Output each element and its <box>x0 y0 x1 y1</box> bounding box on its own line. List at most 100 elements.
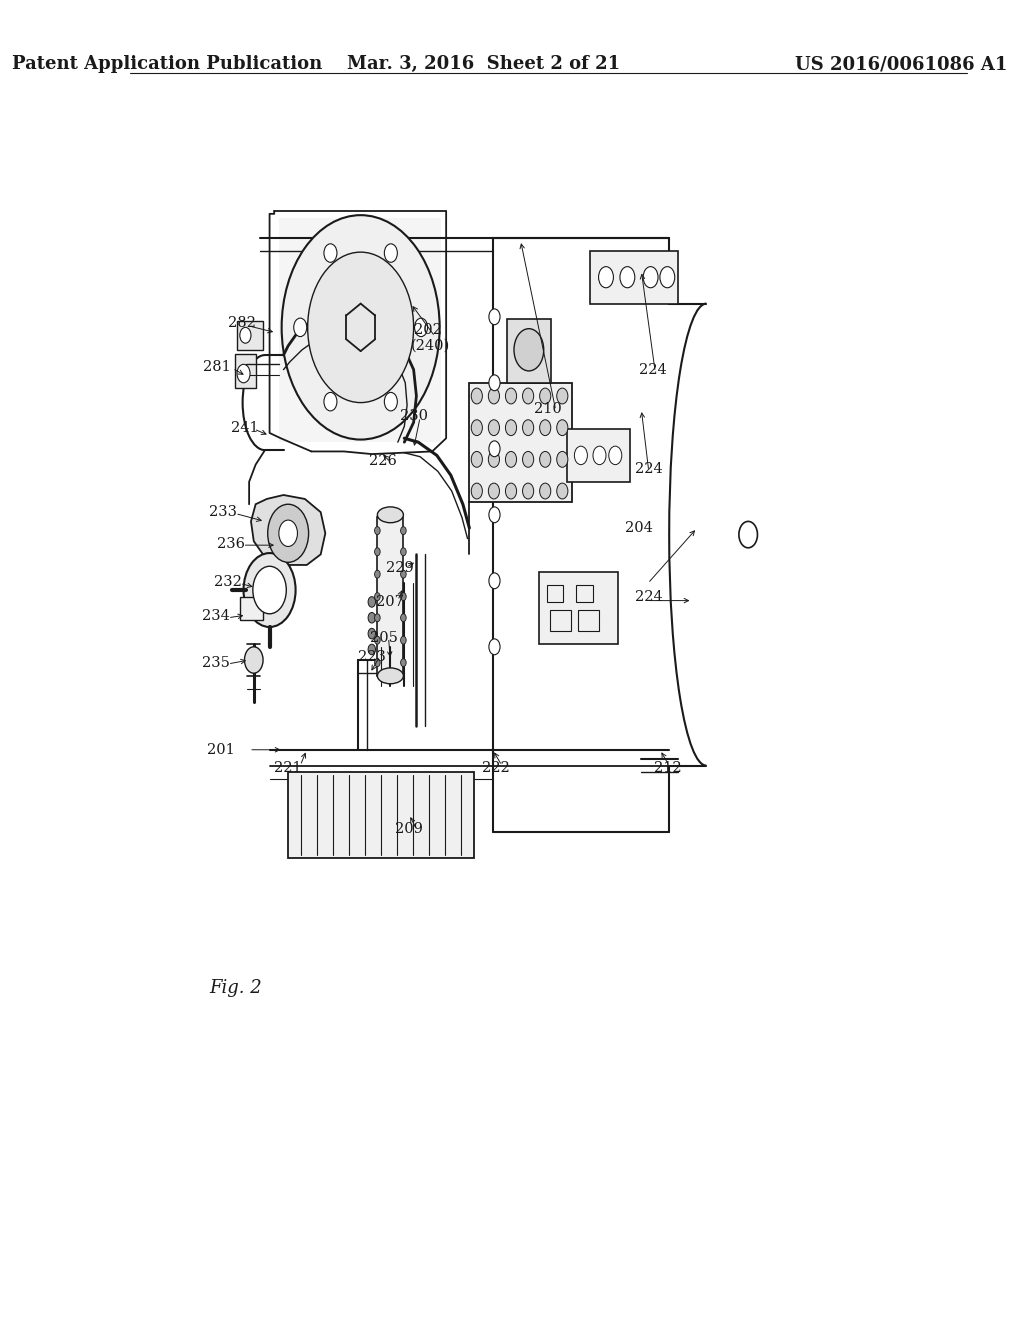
Circle shape <box>400 527 407 535</box>
Text: 234: 234 <box>202 610 229 623</box>
Text: 221: 221 <box>274 762 302 775</box>
Circle shape <box>294 318 307 337</box>
Text: 223: 223 <box>357 651 386 664</box>
Text: 281: 281 <box>203 360 230 374</box>
Circle shape <box>245 647 263 673</box>
Circle shape <box>471 420 482 436</box>
Circle shape <box>282 215 439 440</box>
Circle shape <box>488 639 500 655</box>
Circle shape <box>471 483 482 499</box>
Circle shape <box>244 553 296 627</box>
Circle shape <box>540 483 551 499</box>
Circle shape <box>267 504 308 562</box>
Text: 201: 201 <box>208 743 236 756</box>
Circle shape <box>375 527 380 535</box>
Circle shape <box>375 593 380 601</box>
Text: 202: 202 <box>414 323 441 337</box>
Circle shape <box>609 446 622 465</box>
Circle shape <box>368 612 376 623</box>
Circle shape <box>368 644 376 655</box>
Bar <box>590 251 679 304</box>
Bar <box>378 517 403 676</box>
Circle shape <box>488 451 500 467</box>
Circle shape <box>415 318 428 337</box>
Circle shape <box>253 566 287 614</box>
Circle shape <box>506 483 516 499</box>
Bar <box>288 772 474 858</box>
Circle shape <box>557 420 568 436</box>
Circle shape <box>471 451 482 467</box>
Circle shape <box>488 573 500 589</box>
Text: 233: 233 <box>209 506 238 519</box>
Text: 209: 209 <box>395 822 423 836</box>
Circle shape <box>279 520 297 546</box>
Circle shape <box>488 507 500 523</box>
Circle shape <box>488 375 500 391</box>
Bar <box>579 610 599 631</box>
Text: Fig. 2: Fig. 2 <box>209 979 262 998</box>
Circle shape <box>400 636 407 644</box>
Text: 241: 241 <box>230 421 258 434</box>
Circle shape <box>237 364 250 383</box>
Text: 232: 232 <box>214 576 242 589</box>
Bar <box>279 218 441 442</box>
Circle shape <box>400 614 407 622</box>
Text: 210: 210 <box>535 403 562 416</box>
Circle shape <box>375 636 380 644</box>
Text: 230: 230 <box>399 409 428 422</box>
Circle shape <box>522 388 534 404</box>
Circle shape <box>739 521 758 548</box>
Text: 224: 224 <box>635 590 663 603</box>
Circle shape <box>540 451 551 467</box>
Circle shape <box>400 570 407 578</box>
Bar <box>236 354 256 388</box>
Circle shape <box>368 597 376 607</box>
Text: 204: 204 <box>625 521 652 535</box>
Bar <box>567 429 630 482</box>
Circle shape <box>522 420 534 436</box>
Circle shape <box>557 388 568 404</box>
Circle shape <box>324 244 337 263</box>
Circle shape <box>659 267 675 288</box>
Bar <box>550 610 570 631</box>
Circle shape <box>488 483 500 499</box>
Circle shape <box>488 441 500 457</box>
Text: 282: 282 <box>227 317 256 330</box>
Circle shape <box>400 659 407 667</box>
Circle shape <box>400 548 407 556</box>
Bar <box>577 585 593 602</box>
Circle shape <box>620 267 635 288</box>
Ellipse shape <box>378 668 403 684</box>
Circle shape <box>324 392 337 411</box>
Text: Patent Application Publication: Patent Application Publication <box>12 55 323 74</box>
Polygon shape <box>251 495 326 565</box>
Circle shape <box>488 388 500 404</box>
Circle shape <box>384 392 397 411</box>
Circle shape <box>522 483 534 499</box>
Circle shape <box>488 309 500 325</box>
Text: 236: 236 <box>216 537 245 550</box>
Bar <box>547 585 563 602</box>
Circle shape <box>368 628 376 639</box>
Bar <box>539 572 618 644</box>
Circle shape <box>540 420 551 436</box>
Circle shape <box>471 388 482 404</box>
Circle shape <box>514 329 544 371</box>
Text: 229: 229 <box>386 561 414 574</box>
Circle shape <box>375 548 380 556</box>
Circle shape <box>384 244 397 263</box>
Circle shape <box>599 267 613 288</box>
Text: 224: 224 <box>635 462 663 475</box>
Bar <box>507 319 551 383</box>
Circle shape <box>506 451 516 467</box>
Circle shape <box>375 570 380 578</box>
Text: 222: 222 <box>481 762 509 775</box>
Ellipse shape <box>378 507 403 523</box>
Text: US 2016/0061086 A1: US 2016/0061086 A1 <box>796 55 1008 74</box>
Circle shape <box>557 483 568 499</box>
Text: 205: 205 <box>370 631 397 644</box>
Circle shape <box>400 593 407 601</box>
Text: Mar. 3, 2016  Sheet 2 of 21: Mar. 3, 2016 Sheet 2 of 21 <box>347 55 620 74</box>
Bar <box>240 597 263 620</box>
Circle shape <box>643 267 658 288</box>
